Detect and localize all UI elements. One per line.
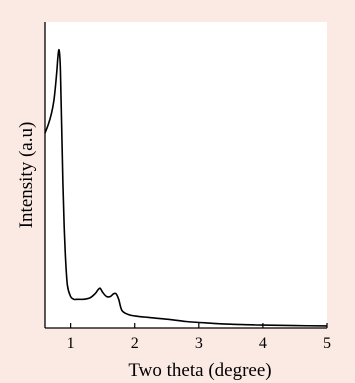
x-tick-label: 4 [259, 335, 267, 352]
x-tick-label: 2 [131, 335, 139, 352]
x-tick-label: 1 [67, 335, 75, 352]
plot-area [45, 22, 327, 328]
x-tick-label: 5 [323, 335, 331, 352]
series-line-0 [44, 48, 328, 327]
x-tick-layer: 1 2 3 4 5 [67, 323, 331, 352]
y-axis-label: Intensity (a.u) [16, 122, 37, 229]
x-axis-label: Two theta (degree) [128, 360, 271, 381]
series-layer [44, 48, 328, 327]
x-tick-label: 3 [195, 335, 203, 352]
